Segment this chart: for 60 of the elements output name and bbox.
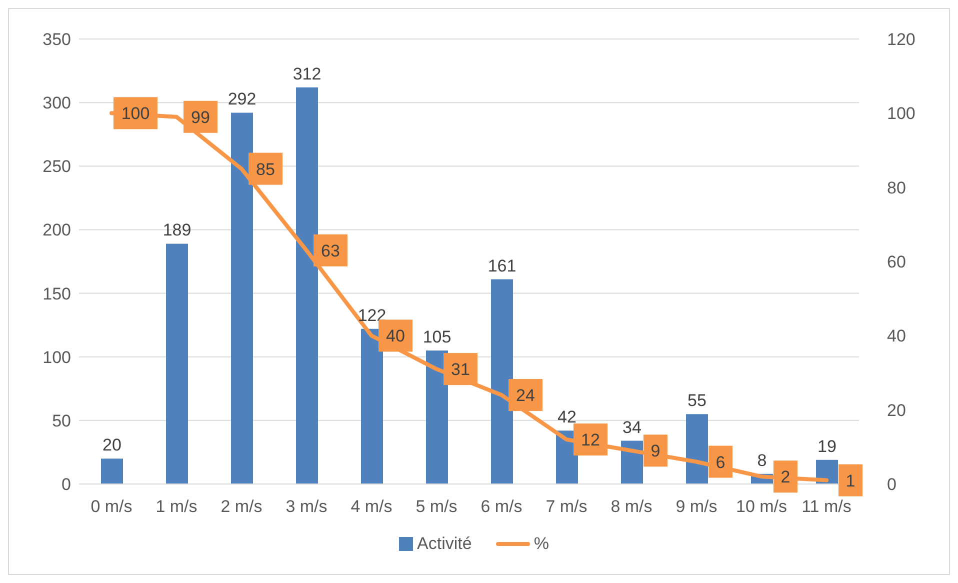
data-label: 42 xyxy=(558,408,576,427)
x-tick-label: 1 m/s xyxy=(156,497,198,516)
data-label: 105 xyxy=(422,328,452,346)
bar xyxy=(361,328,383,484)
bar xyxy=(686,414,708,484)
x-tick-label: 8 m/s xyxy=(610,497,652,516)
data-label: 6 xyxy=(716,452,726,472)
data-label: 2 xyxy=(780,468,790,487)
data-label: 31 xyxy=(451,360,470,380)
x-tick-label: 9 m/s xyxy=(676,497,718,516)
x-tick-label: 2 m/s xyxy=(220,497,262,516)
x-tick-label: 0 m/s xyxy=(90,497,132,516)
y-tick-label: 300 xyxy=(42,94,71,113)
x-tick-label: 5 m/s xyxy=(416,497,458,516)
y2-tick-label: 120 xyxy=(887,30,916,50)
y-tick-label: 100 xyxy=(42,348,71,367)
data-label: 9 xyxy=(650,442,660,461)
data-label: 292 xyxy=(228,90,256,109)
data-label: 55 xyxy=(688,391,706,410)
data-label: 99 xyxy=(191,108,210,127)
bar xyxy=(166,244,188,484)
y2-tick-label: 0 xyxy=(887,475,896,494)
bar xyxy=(491,279,513,484)
data-label: 40 xyxy=(386,326,405,346)
x-tick-label: 4 m/s xyxy=(350,497,392,516)
x-tick-label: 11 m/s xyxy=(802,497,852,516)
data-label: 85 xyxy=(256,160,275,179)
data-label: 161 xyxy=(488,256,516,276)
legend-label: % xyxy=(534,534,549,554)
bar xyxy=(426,350,448,484)
x-tick-label: 10 m/s xyxy=(736,497,788,516)
y2-tick-label: 60 xyxy=(887,252,906,272)
data-label: 189 xyxy=(162,220,192,240)
y2-tick-label: 100 xyxy=(887,104,916,124)
y-tick-label: 200 xyxy=(42,220,71,240)
bar xyxy=(101,458,123,484)
y-tick-label: 0 xyxy=(62,475,71,494)
data-label: 24 xyxy=(516,386,535,405)
bar xyxy=(231,112,253,484)
data-label: 100 xyxy=(121,104,150,124)
y2-tick-label: 20 xyxy=(887,400,906,420)
y2-tick-label: 80 xyxy=(887,178,906,198)
data-label: 8 xyxy=(757,450,767,470)
data-label: 34 xyxy=(622,418,642,437)
legend-label: Activité xyxy=(417,534,472,554)
bar xyxy=(296,87,318,484)
data-label: 12 xyxy=(581,430,600,450)
data-label: 20 xyxy=(102,436,122,455)
y2-tick-label: 40 xyxy=(887,326,906,346)
x-tick-label: 3 m/s xyxy=(286,497,328,516)
y-tick-label: 150 xyxy=(42,284,71,304)
y-tick-label: 50 xyxy=(52,411,71,430)
y-tick-label: 350 xyxy=(42,30,71,50)
x-tick-label: 7 m/s xyxy=(546,497,588,516)
data-label: 1 xyxy=(846,471,856,490)
data-label: 63 xyxy=(321,241,340,260)
data-label: 312 xyxy=(292,64,322,84)
data-label: 19 xyxy=(818,436,836,456)
y-tick-label: 250 xyxy=(42,157,71,176)
x-tick-label: 6 m/s xyxy=(480,497,522,516)
